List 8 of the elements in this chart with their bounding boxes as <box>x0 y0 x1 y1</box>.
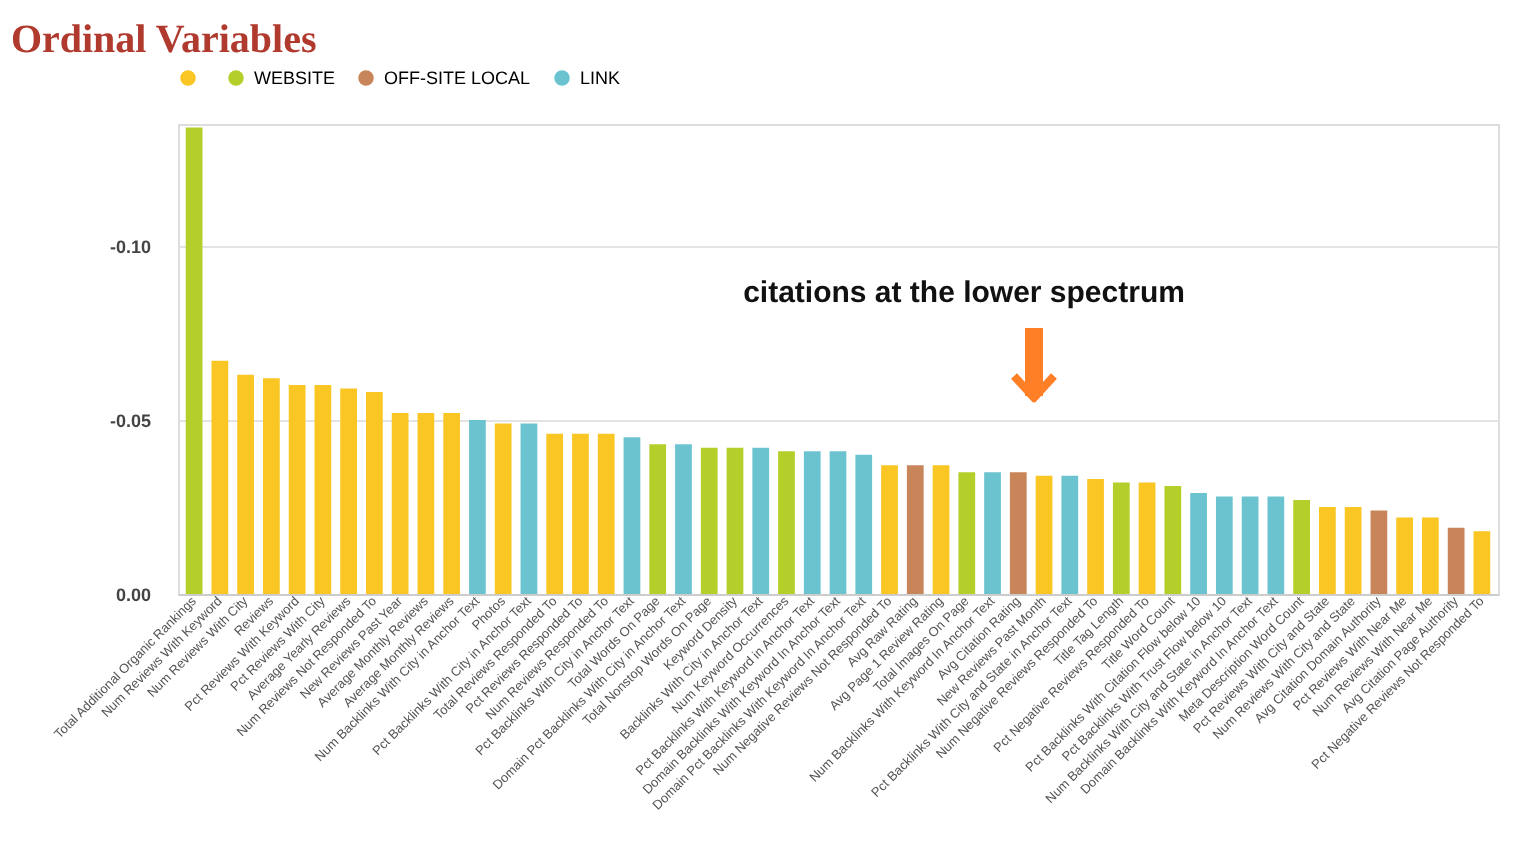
annotation: citations at the lower spectrum <box>743 276 1185 310</box>
y-tick-label: -0.10 <box>109 236 151 257</box>
y-tick-label: -0.05 <box>109 410 151 431</box>
legend-label: OFF-SITE LOCAL <box>384 68 531 88</box>
legend-label: WEBSITE <box>254 68 336 88</box>
chart-title: Ordinal Variables <box>10 18 317 62</box>
y-tick-label: 0.00 <box>115 585 151 605</box>
legend-label: LINK <box>580 68 621 88</box>
